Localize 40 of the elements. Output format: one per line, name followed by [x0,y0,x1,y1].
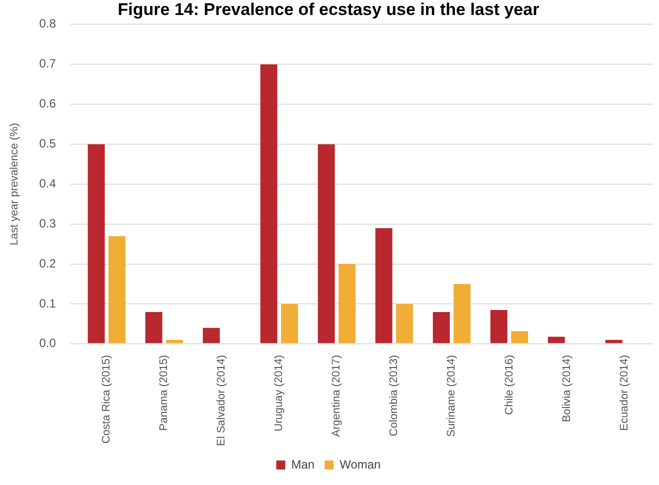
bar [511,331,528,344]
bar [108,236,126,344]
y-tick-label: 0.3 [39,216,56,230]
y-tick-label: 0.4 [39,176,56,190]
y-tick-label: 0.5 [39,136,56,151]
bar [375,228,392,344]
bar [281,304,298,344]
bar [548,336,565,344]
bar [432,312,450,344]
y-tick-label: 0.7 [39,56,56,71]
x-tick-label: Bolivia (2014) [560,354,573,422]
y-tick-label: 0.8 [39,16,56,31]
y-axis-title: Last year prevalence (%) [8,123,21,246]
bar [202,328,220,344]
bar [396,304,414,344]
legend-label: Man [291,457,315,472]
bar [338,264,356,344]
y-tick-label: 0.2 [39,256,56,270]
legend-label: Woman [340,457,381,472]
chart-title: Figure 14: Prevalence of ecstasy use in the last year [118,0,540,19]
x-tick-label: Uruguay (2014) [273,354,286,432]
bar [318,144,335,344]
x-tick-label: Suriname (2014) [446,354,458,437]
x-tick-label: Costa Rica (2015) [100,354,113,444]
y-tick-label: 0.0 [39,336,56,350]
bar [88,144,105,344]
y-tick-label: 0.6 [39,96,56,111]
bar [260,64,278,344]
x-tick-label: Colombia (2013) [388,354,400,436]
y-tick-label: 0.1 [39,296,56,310]
x-tick-label: El Salvador (2014) [216,354,228,446]
x-tick-label: Ecuador (2014) [618,354,630,431]
x-tick-label: Chile (2016) [503,354,516,415]
x-tick-label: Panama (2015) [158,354,170,431]
bar [145,312,162,344]
x-tick-label: Argentina (2017) [330,354,343,437]
bar [454,284,471,344]
bar [490,310,508,344]
bar [166,340,183,344]
bar [605,340,622,344]
